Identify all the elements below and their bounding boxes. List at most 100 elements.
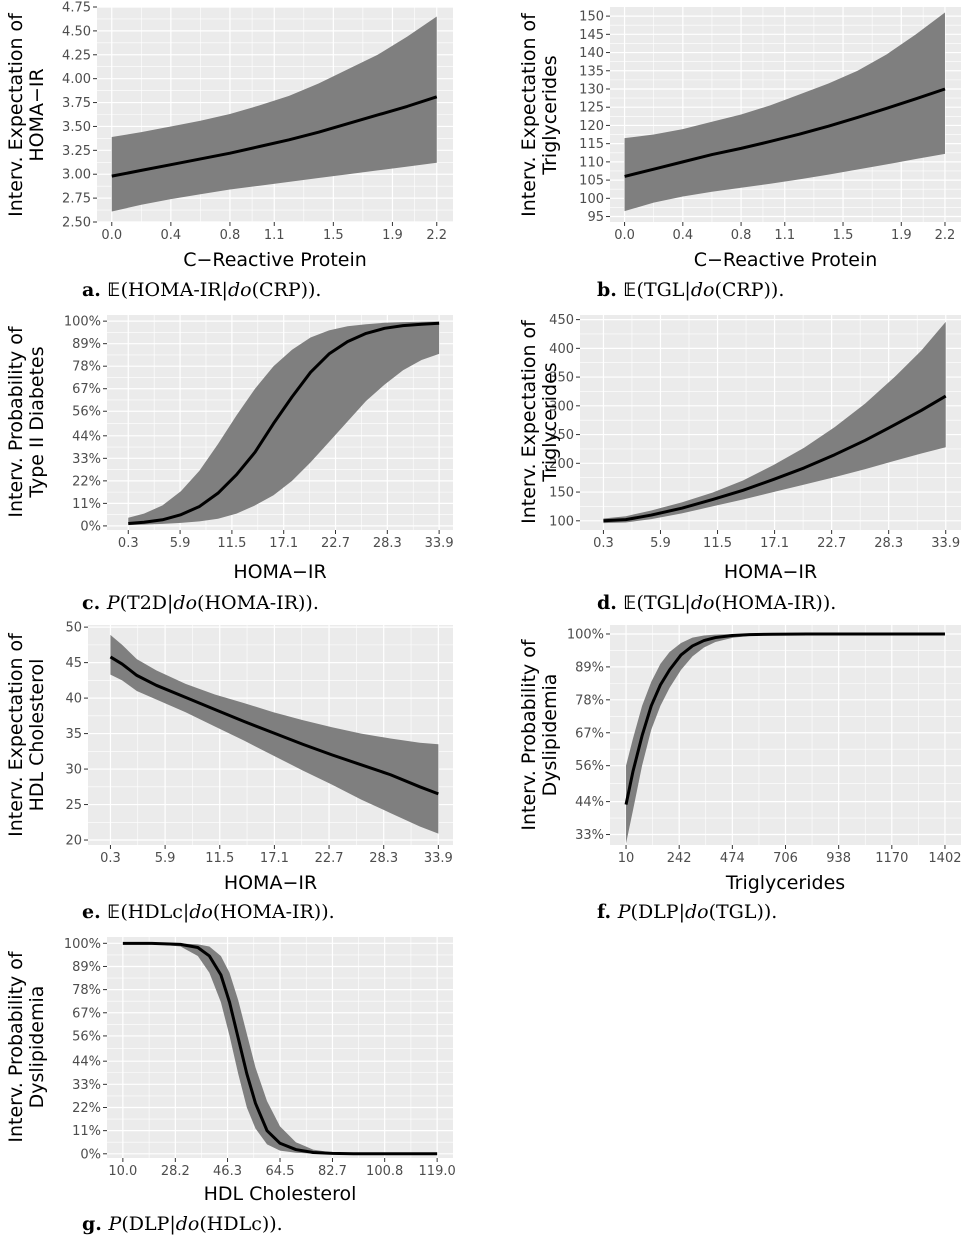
y-tick-label: 30 [65,763,82,778]
x-axis: 0.3 5.9 11.5 17.1 22.7 28.3 33.9 [100,845,453,866]
y-tick-label: 11% [72,1124,101,1139]
panel-caption: d. 𝔼(TGL|do(HOMA-IR)). [597,592,836,614]
y-tick-label: 0% [80,1147,101,1162]
y-axis-title-line: Type II Diabetes [26,346,48,498]
y-axis-title: Interv. Expectation ofHOMA−IR [5,12,48,217]
panel-caption: g. P(DLP|do(HDLc)). [82,1213,283,1235]
y-tick-label: 150 [579,10,604,25]
panel-caption: e. 𝔼(HDLc|do(HOMA-IR)). [82,901,335,923]
x-tick-label: 1.1 [774,228,795,243]
caption-label: f. [597,901,618,923]
x-tick-label: 1.1 [264,228,285,243]
y-axis-title: Interv. Expectation ofTriglycerides [518,12,561,217]
y-tick-label: 35 [65,727,82,742]
confidence-band [624,12,945,212]
x-tick-label: 0.8 [731,228,752,243]
y-tick-label: 4.00 [62,72,91,87]
x-axis: 10.0 28.2 46.3 64.5 82.7 100.8 119.0 [108,1158,456,1179]
caption-label: e. [82,901,107,923]
panel-caption: f. P(DLP|do(TGL)). [597,901,777,923]
caption-text: (TGL| [637,279,691,301]
x-axis-title: HOMA−IR [724,561,817,583]
caption-text: (HOMA-IR| [121,279,228,301]
y-axis-title: Interv. Expectation ofHDL Cholesterol [5,632,48,837]
panel-f: 33% 44% 56% 67% 78% 89% 100% 10 242 474 706 938 1170… [518,625,962,923]
y-tick-label: 2.50 [62,216,91,231]
y-tick-label: 100% [64,315,101,330]
x-tick-label: 28.3 [874,536,903,551]
y-axis-title-line: Interv. Expectation of [518,12,540,217]
caption-operator: P [106,592,121,614]
x-tick-label: 10 [618,851,635,866]
x-tick-label: 0.0 [101,228,122,243]
x-tick-label: 33.9 [931,536,960,551]
y-axis: 2.50 2.75 3.00 3.25 3.50 3.75 4.00 4.25 4.50 4.75 [62,1,97,231]
y-axis-title-line: HDL Cholesterol [26,659,48,812]
y-tick-label: 56% [575,759,604,774]
y-tick-label: 89% [575,660,604,675]
y-axis-title-line: Triglycerides [539,362,561,482]
y-tick-label: 350 [549,371,574,386]
y-tick-label: 250 [549,428,574,443]
caption-do: do [173,592,197,614]
y-tick-label: 300 [549,399,574,414]
y-axis-title-line: Dyslipidemia [539,674,561,797]
x-tick-label: 11.5 [217,536,246,551]
x-tick-label: 0.3 [593,536,614,551]
x-tick-label: 5.9 [650,536,671,551]
y-tick-label: 3.75 [62,96,91,111]
confidence-band [111,16,437,212]
y-tick-label: 140 [579,46,604,61]
x-axis-title: Triglycerides [725,872,845,894]
caption-operator: 𝔼 [624,592,637,614]
y-tick-label: 78% [72,360,101,375]
x-tick-label: 1.5 [323,228,344,243]
x-tick-label: 0.4 [672,228,693,243]
caption-text: (TGL)). [709,901,778,923]
caption-text: (HOMA-IR)). [213,901,335,923]
x-tick-label: 33.9 [425,536,454,551]
y-axis: 33% 44% 56% 67% 78% 89% 100% [567,627,610,843]
x-axis: 0.3 5.9 11.5 17.1 22.7 28.3 33.9 [118,530,454,551]
y-tick-label: 100% [567,627,604,642]
caption-label: a. [82,279,108,301]
y-tick-label: 40 [65,692,82,707]
x-axis-title: C−Reactive Protein [694,249,878,271]
y-tick-label: 3.50 [62,120,91,135]
y-tick-label: 50 [65,621,82,636]
y-axis-title-line: Interv. Probability of [518,638,540,831]
x-tick-label: 474 [720,851,745,866]
x-tick-label: 0.8 [220,228,241,243]
y-tick-label: 110 [579,155,604,170]
y-tick-label: 25 [65,798,82,813]
mean-curve [122,941,438,1156]
y-axis-title-line: Triglycerides [539,55,561,175]
x-axis: 0.0 0.4 0.8 1.1 1.5 1.9 2.2 [614,222,955,243]
y-tick-label: 67% [575,726,604,741]
y-axis-title: Interv. Probability ofDyslipidemia [518,638,561,831]
y-tick-label: 44% [72,1055,101,1070]
x-tick-label: 64.5 [266,1164,295,1179]
y-tick-label: 89% [72,960,101,975]
gridlines [107,937,453,1158]
y-tick-label: 22% [72,474,101,489]
y-tick-label: 67% [72,382,101,397]
y-axis: 100 150 200 250 300 350 400 450 [549,313,580,529]
mean-curve [128,321,440,525]
y-axis-title-line: Interv. Expectation of [518,319,540,524]
x-tick-label: 1.5 [833,228,854,243]
caption-text: (CRP)). [714,279,784,301]
y-tick-label: 4.25 [62,48,91,63]
panel-c: 0% 11% 22% 33% 44% 56% 67% 78% 89% 100% 0.3 5.9 11.5… [5,315,454,614]
mean-curve [111,95,438,178]
y-tick-label: 89% [72,337,101,352]
y-tick-label: 44% [575,795,604,810]
caption-do: do [685,901,709,923]
y-tick-label: 135 [579,64,604,79]
caption-text: (TGL| [637,592,691,614]
panel-a: 2.50 2.75 3.00 3.25 3.50 3.75 4.00 4.25 4.50 4.75… [5,1,453,301]
y-tick-label: 2.75 [62,192,91,207]
y-tick-label: 56% [72,405,101,420]
x-tick-label: 100.8 [366,1164,403,1179]
